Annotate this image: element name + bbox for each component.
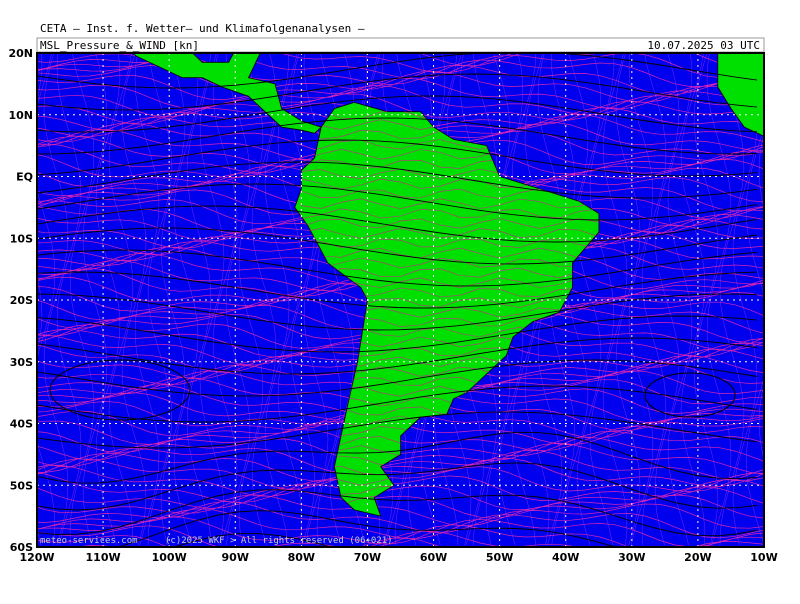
latitude-label: 60S	[10, 541, 33, 554]
longitude-label: 120W	[19, 551, 54, 564]
longitude-label: 80W	[288, 551, 315, 564]
longitude-label: 10W	[750, 551, 777, 564]
longitude-label: 110W	[86, 551, 121, 564]
institute: CETA — Inst. f. Wetter— und Klimafolgena…	[40, 22, 365, 35]
latitude-label: 50S	[10, 479, 33, 492]
latitude-label: 20S	[10, 294, 33, 307]
map-frame	[36, 52, 765, 548]
longitude-label: 100W	[152, 551, 187, 564]
longitude-label: 30W	[618, 551, 645, 564]
latitude-label: 10S	[10, 232, 33, 245]
longitude-label: 60W	[420, 551, 447, 564]
longitude-label: 50W	[486, 551, 513, 564]
valid-time: 10.07.2025 03 UTC	[647, 39, 760, 52]
latitude-label: EQ	[16, 171, 33, 184]
land	[132, 53, 322, 134]
longitude-label: 40W	[552, 551, 579, 564]
isobar	[644, 372, 736, 418]
latitude-label: 30S	[10, 356, 33, 369]
longitude-label: 20W	[684, 551, 711, 564]
isobars	[37, 53, 758, 547]
land	[717, 53, 764, 137]
latitude-label: 20N	[8, 47, 33, 60]
latitude-label: 40S	[10, 418, 33, 431]
longitude-label: 90W	[222, 551, 249, 564]
isobar	[49, 359, 191, 421]
footer-site: meteo-services.com	[40, 536, 138, 546]
longitude-label: 70W	[354, 551, 381, 564]
latitude-label: 10N	[8, 109, 33, 122]
map-title: MSL_Pressure_&_WIND [kn]	[40, 39, 199, 52]
footer-copyright: (c)2025 WKF > All rights reserved (06+02…	[165, 536, 393, 546]
map-area	[37, 53, 764, 547]
